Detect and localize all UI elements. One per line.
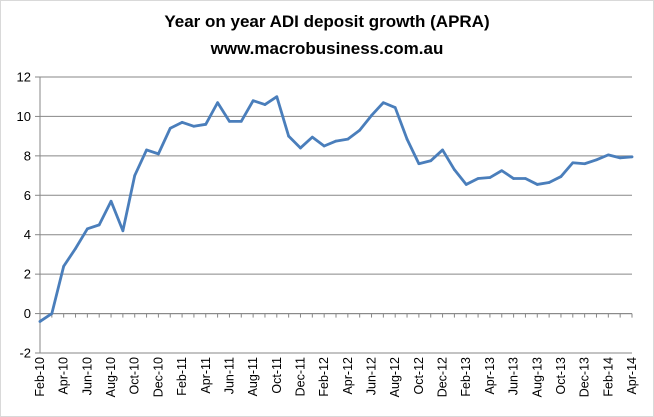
x-tick-label: Dec-10 <box>151 357 165 397</box>
x-tick-label: Jun-12 <box>365 357 379 395</box>
data-point <box>524 177 527 180</box>
x-tick-label: Jun-11 <box>222 357 236 394</box>
x-tick-label: Aug-12 <box>388 357 402 397</box>
data-point <box>275 95 279 99</box>
x-tick-label: Oct-13 <box>554 357 568 395</box>
data-point <box>464 183 468 186</box>
x-tick-label: Feb-10 <box>33 357 47 397</box>
x-tick-label: Apr-13 <box>483 357 497 395</box>
series-layer <box>38 95 634 323</box>
x-tick-label: Feb-12 <box>317 357 331 397</box>
series-line <box>38 95 634 323</box>
data-point <box>358 128 361 132</box>
x-tick-label: Feb-14 <box>601 357 615 397</box>
x-tick-label: Dec-12 <box>436 357 450 397</box>
data-point <box>476 177 480 180</box>
data-point <box>334 139 338 143</box>
data-point <box>595 158 598 162</box>
data-point <box>251 99 255 102</box>
data-point <box>441 148 444 152</box>
data-point <box>287 134 290 138</box>
y-axis-ticks: -2 0 2 4 6 8 10 12 <box>17 70 40 361</box>
y-tick-label: 0 <box>24 306 31 321</box>
x-tick-label: Aug-11 <box>246 357 260 396</box>
data-point <box>535 183 539 186</box>
data-point <box>453 168 456 171</box>
y-tick-label: 8 <box>24 148 31 163</box>
data-point <box>571 161 575 165</box>
data-point <box>121 229 125 233</box>
x-tick-label: Jun-13 <box>507 357 521 395</box>
data-point <box>512 177 515 180</box>
data-point <box>216 101 219 104</box>
x-tick-label: Oct-10 <box>128 357 142 395</box>
data-point <box>417 162 421 166</box>
data-point <box>62 264 65 268</box>
data-point <box>97 223 101 227</box>
data-point <box>583 162 586 166</box>
data-point <box>50 312 54 315</box>
data-point <box>607 153 610 157</box>
data-point <box>382 101 385 104</box>
x-tick-label: Apr-12 <box>341 357 355 395</box>
data-point <box>322 144 326 148</box>
y-tick-label: -2 <box>19 346 31 361</box>
y-tick-label: 10 <box>17 109 31 124</box>
axes <box>39 77 632 353</box>
data-point <box>393 106 397 109</box>
data-point <box>630 155 634 159</box>
data-point <box>239 120 243 123</box>
data-point <box>38 320 42 323</box>
data-point <box>405 137 409 141</box>
x-tick-label: Oct-11 <box>270 357 284 394</box>
data-point <box>145 148 148 152</box>
y-tick-label: 2 <box>24 267 31 282</box>
data-point <box>488 176 492 179</box>
data-point <box>157 152 160 156</box>
x-tick-label: Jun-10 <box>80 357 94 395</box>
x-tick-label: Oct-12 <box>412 357 426 395</box>
data-point <box>346 137 350 141</box>
y-tick-label: 4 <box>24 227 31 242</box>
data-point <box>180 121 184 124</box>
data-point <box>228 120 231 123</box>
data-point <box>429 159 433 163</box>
data-point <box>204 123 208 126</box>
y-tick-label: 6 <box>24 188 31 203</box>
x-tick-label: Aug-10 <box>104 357 118 397</box>
y-tick-label: 12 <box>17 70 31 85</box>
x-tick-label: Feb-13 <box>459 357 473 397</box>
data-point <box>311 135 314 139</box>
data-point <box>370 114 373 117</box>
data-point <box>618 156 622 160</box>
x-tick-label: Aug-13 <box>530 357 544 397</box>
chart-subtitle: www.macrobusiness.com.au <box>210 39 444 58</box>
x-tick-label: Dec-11 <box>293 357 307 396</box>
x-tick-label: Apr-10 <box>57 357 71 395</box>
x-tick-label: Dec-13 <box>578 357 592 397</box>
gridlines <box>40 76 632 354</box>
x-tick-label: Apr-11 <box>199 357 213 394</box>
data-point <box>74 247 77 250</box>
chart-title: Year on year ADI deposit growth (APRA) <box>164 12 490 31</box>
data-point <box>168 126 172 130</box>
data-point <box>192 124 196 128</box>
data-point <box>559 175 563 178</box>
data-point <box>299 146 302 150</box>
data-point <box>109 199 113 203</box>
data-point <box>547 181 551 184</box>
data-point <box>263 103 267 106</box>
x-axis-ticks: Feb-10 Apr-10 Jun-10 Aug-10 Oct-10 Dec-10 Feb-… <box>33 313 639 397</box>
data-point <box>86 227 89 231</box>
data-point <box>500 169 504 172</box>
data-point <box>133 174 137 177</box>
x-tick-label: Apr-14 <box>625 357 639 395</box>
x-tick-label: Feb-11 <box>175 357 189 396</box>
